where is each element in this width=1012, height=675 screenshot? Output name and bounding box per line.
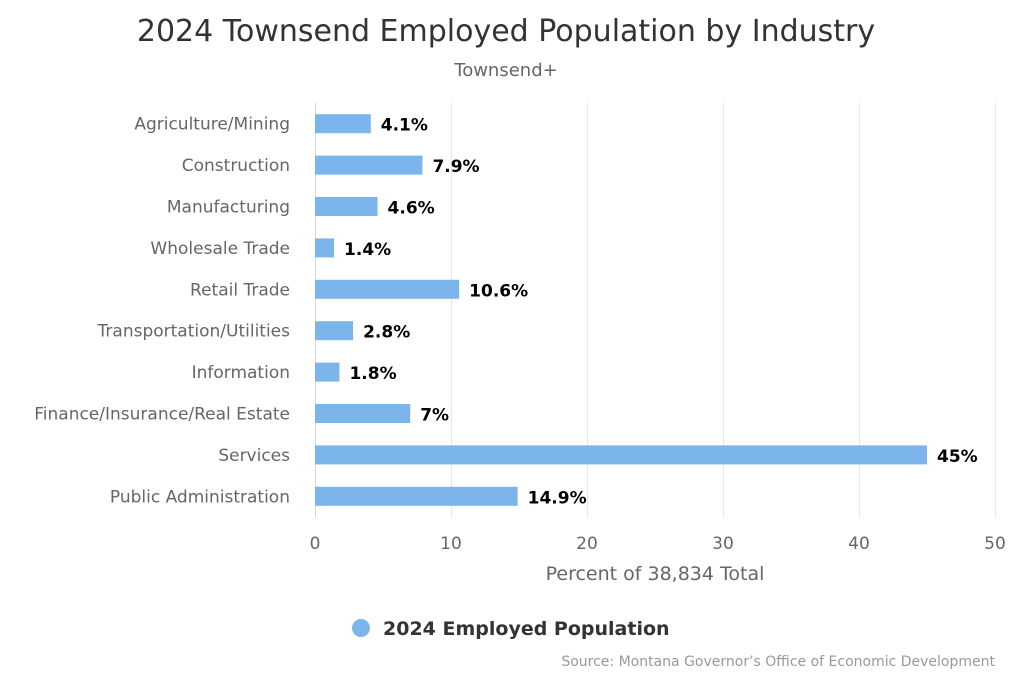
- chart-title: 2024 Townsend Employed Population by Ind…: [137, 14, 875, 49]
- x-tick-labels: 0 10 20 30 40 50: [310, 534, 1006, 554]
- data-label: 45%: [937, 447, 978, 467]
- x-tick-label: 0: [310, 534, 321, 554]
- data-label: 1.4%: [344, 240, 391, 260]
- legend[interactable]: 2024 Employed Population: [352, 618, 670, 640]
- data-label: 4.1%: [381, 116, 428, 136]
- data-label: 7%: [420, 406, 449, 426]
- bar[interactable]: [315, 238, 335, 258]
- chart-subtitle: Townsend+: [453, 60, 557, 81]
- category-label: Public Administration: [110, 487, 290, 507]
- bar[interactable]: [315, 404, 411, 423]
- category-label: Agriculture/Mining: [134, 115, 290, 135]
- data-label: 4.6%: [388, 199, 435, 219]
- category-label: Services: [218, 446, 290, 466]
- bar[interactable]: [315, 362, 340, 382]
- bar[interactable]: [315, 279, 460, 299]
- category-label: Retail Trade: [190, 280, 290, 300]
- bar[interactable]: [315, 486, 518, 506]
- bar[interactable]: [315, 321, 354, 341]
- category-label: Manufacturing: [167, 198, 290, 218]
- x-tick-label: 40: [848, 534, 870, 554]
- data-label: 2.8%: [363, 323, 410, 343]
- x-axis-title: Percent of 38,834 Total: [546, 563, 765, 585]
- bar[interactable]: [315, 445, 927, 465]
- x-tick-label: 10: [440, 534, 462, 554]
- legend-series-label[interactable]: 2024 Employed Population: [383, 618, 670, 640]
- category-label: Information: [192, 363, 290, 383]
- category-label: Finance/Insurance/Real Estate: [34, 405, 290, 425]
- category-label: Wholesale Trade: [150, 239, 290, 259]
- x-tick-label: 20: [576, 534, 598, 554]
- chart-credits: Source: Montana Governor’s Office of Eco…: [561, 654, 995, 670]
- bar-series: [315, 114, 927, 506]
- data-label: 14.9%: [528, 488, 587, 508]
- x-tick-label: 30: [712, 534, 734, 554]
- bar[interactable]: [315, 197, 378, 216]
- data-label: 1.8%: [349, 364, 396, 384]
- bar[interactable]: [315, 155, 423, 175]
- category-label: Construction: [182, 156, 290, 176]
- category-label: Transportation/Utilities: [97, 322, 291, 342]
- data-labels: 4.1% 7.9% 4.6% 1.4% 10.6% 2.8% 1.8% 7% 45% 14.9%: [344, 116, 978, 509]
- category-labels: Agriculture/Mining Construction Manufactur…: [34, 115, 290, 508]
- data-label: 7.9%: [432, 157, 479, 177]
- legend-series-marker[interactable]: [352, 619, 370, 637]
- x-tick-label: 50: [984, 534, 1006, 554]
- bar[interactable]: [315, 114, 371, 134]
- data-label: 10.6%: [469, 281, 528, 301]
